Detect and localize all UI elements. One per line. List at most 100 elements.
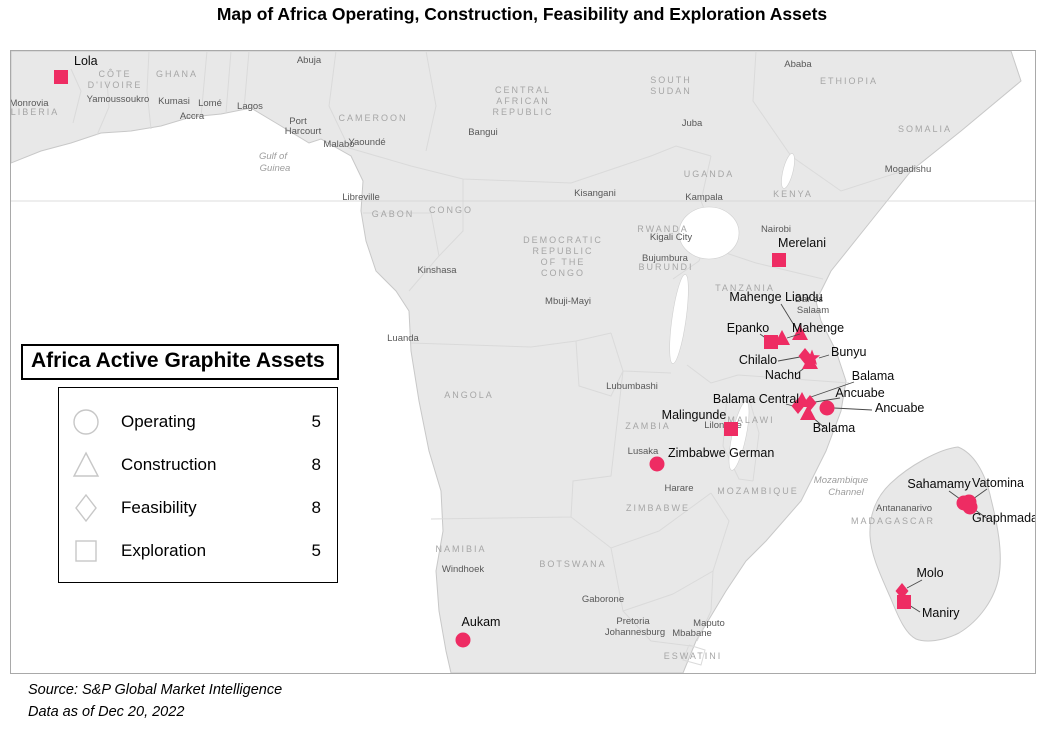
country-label: UGANDA (684, 169, 735, 179)
city-label: Windhoek (442, 564, 484, 575)
square-marker-shape (724, 422, 738, 436)
country-label: CONGO (429, 205, 473, 215)
asset-label: Zimbabwe German (668, 446, 774, 460)
city-label: Kampala (685, 192, 723, 203)
water-label: Mozambique (814, 475, 868, 486)
city-label: Port (289, 116, 307, 127)
city-label: Lubumbashi (606, 381, 658, 392)
city-label: Kumasi (158, 96, 190, 107)
diamond-marker-shape (803, 395, 817, 411)
city-label: Malabo (323, 139, 354, 150)
country-label: REPUBLIC (492, 107, 553, 117)
asset-marker-nachu: Nachu (765, 354, 818, 382)
leader-line (972, 488, 988, 500)
country-label: GABON (372, 209, 415, 219)
asset-marker-mahenge: Mahenge (774, 321, 844, 345)
country-label: BOTSWANA (539, 559, 606, 569)
city-label: Accra (180, 111, 205, 122)
water-label: Channel (828, 487, 864, 498)
asset-label: Merelani (778, 236, 826, 250)
asset-label: Sahamamy (907, 477, 971, 491)
star-marker-shape (803, 349, 821, 365)
city-label: Dar es (795, 294, 823, 305)
asset-marker-ancuabe: Ancuabe (819, 400, 924, 416)
country-label: DEMOCRATIC (523, 235, 603, 245)
legend-count: 8 (311, 497, 321, 517)
legend-count: 5 (311, 540, 321, 560)
country-label: KENYA (773, 189, 813, 199)
page-title: Map of Africa Operating, Construction, F… (216, 4, 828, 24)
asset-label: Maniry (922, 606, 960, 620)
country-label: ZIMBABWE (626, 503, 690, 513)
legend-count: 5 (311, 411, 321, 431)
country-label: D'IVOIRE (88, 80, 143, 90)
country-label: MADAGASCAR (851, 516, 935, 526)
asset-label: Molo (916, 566, 943, 580)
country-label: GHANA (156, 69, 198, 79)
leader-line (974, 509, 989, 520)
city-label: Mogadishu (885, 164, 931, 175)
circle-marker-shape (649, 456, 665, 472)
square-marker-shape (897, 595, 911, 609)
city-label: Monrovia (11, 98, 49, 109)
asset-marker-lola: Lola (54, 54, 98, 84)
city-label: Kisangani (574, 188, 616, 199)
city-label: Juba (682, 118, 703, 129)
city-label: Kigali City (650, 232, 692, 243)
source-date-line: Data as of Dec 20, 2022 (28, 704, 185, 721)
country-label: CONGO (541, 268, 585, 278)
country-label: SOMALIA (898, 124, 952, 134)
country-label: LIBERIA (11, 107, 59, 117)
leader-line (814, 397, 841, 403)
city-label: Mbabane (672, 628, 712, 639)
legend-count: 8 (311, 454, 321, 474)
city-label: Bangui (468, 127, 498, 138)
country-label: REPUBLIC (532, 246, 593, 256)
leader-line (818, 354, 830, 359)
asset-label: Ancuabe (875, 401, 924, 415)
circle-marker-shape (819, 400, 835, 416)
city-label: Nairobi (761, 224, 791, 235)
city-label: Lusaka (628, 446, 659, 457)
asset-label: Nachu (765, 368, 801, 382)
asset-marker-maniry: Maniry (897, 595, 960, 620)
asset-marker-zimbabwe-german: Zimbabwe German (649, 446, 774, 472)
country-label: CAMEROON (338, 113, 407, 123)
asset-label: Graphmada (972, 511, 1035, 525)
triangle-marker-shape (774, 330, 790, 345)
water-label: Gulf of (259, 151, 288, 162)
leader-line (807, 381, 855, 399)
asset-label: Lola (74, 54, 98, 68)
city-label: Johannesburg (605, 627, 665, 638)
country-label: SUDAN (650, 86, 692, 96)
feasibility-diamond-icon (75, 493, 97, 522)
source-line: Source: S&P Global Market Intelligence (28, 682, 283, 698)
leader-line (906, 579, 923, 589)
triangle-marker-shape (792, 325, 808, 340)
city-label: Luanda (387, 333, 419, 344)
lakes (669, 153, 795, 471)
country-label: ETHIOPIA (820, 76, 878, 86)
asset-markers: Lola Merelani Mahenge Liandu Epanko Mahenge B… (54, 54, 1035, 648)
diamond-marker-shape (791, 398, 805, 414)
country-label: BURUNDI (638, 262, 693, 272)
triangle-marker-shape (800, 405, 816, 420)
city-label: Gaborone (582, 594, 624, 605)
asset-label: Aukam (462, 615, 501, 629)
construction-triangle-icon (72, 450, 100, 477)
country-label: ANGOLA (444, 390, 494, 400)
circle-marker-shape (962, 499, 978, 515)
city-label: Abuja (297, 55, 322, 66)
legend-label: Exploration (121, 540, 207, 560)
asset-label: Malingunde (662, 408, 727, 422)
country-label: ESWATINI (664, 651, 723, 661)
asset-marker-graphmada: Graphmada (962, 499, 1035, 525)
asset-marker-epanko: Epanko (727, 321, 778, 349)
asset-label: Mahenge Liandu (729, 290, 822, 304)
asset-label: Mahenge (792, 321, 844, 335)
country-label: AFRICAN (496, 96, 550, 106)
city-label: Pretoria (616, 616, 650, 627)
country-label: CENTRAL (495, 85, 551, 95)
city-label: Yamoussoukro (87, 94, 150, 105)
